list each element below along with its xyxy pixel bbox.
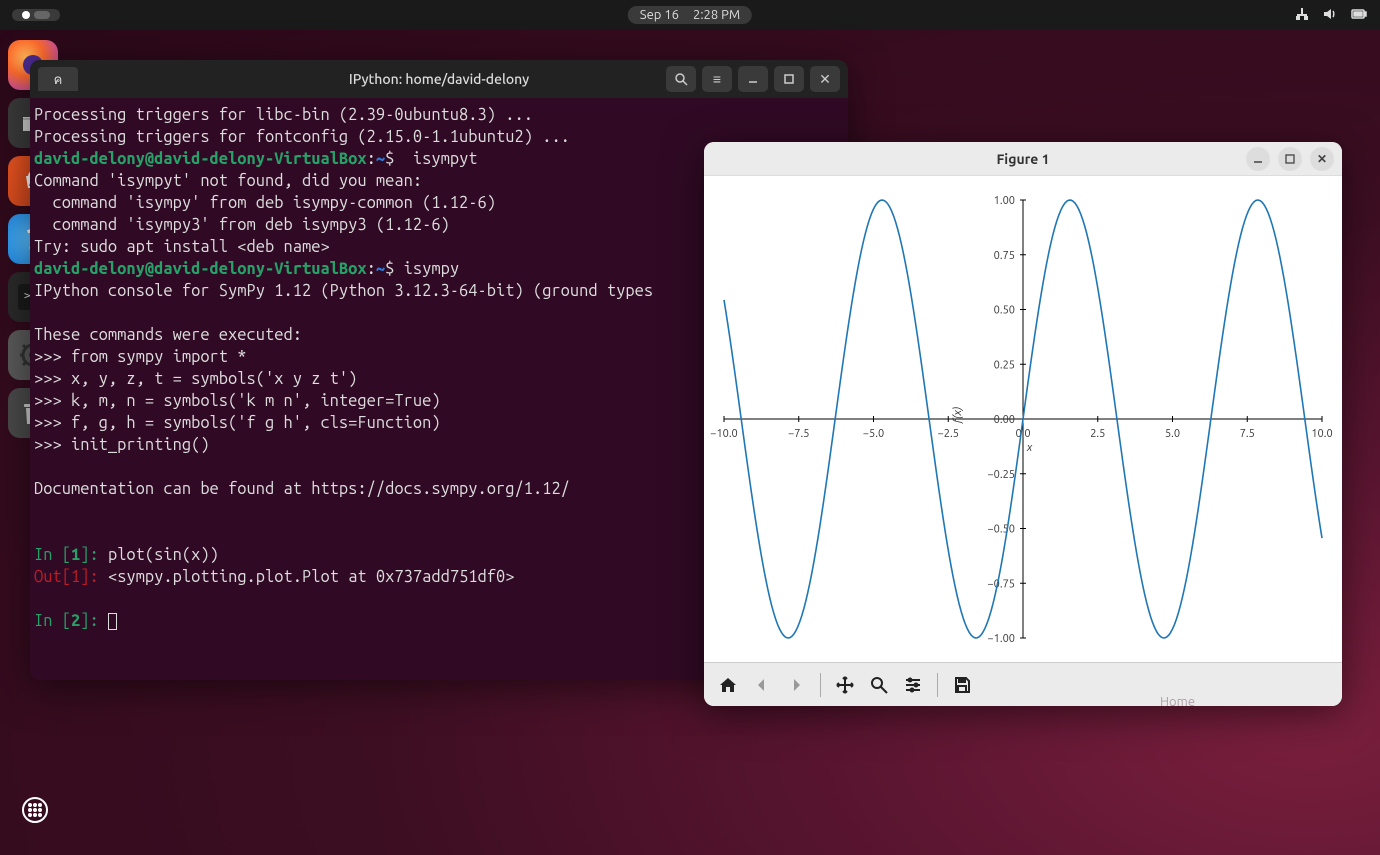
svg-text:−0.25: −0.25 — [987, 469, 1015, 481]
forward-icon[interactable] — [782, 671, 810, 699]
svg-text:−7.5: −7.5 — [788, 428, 809, 440]
terminal-close-button[interactable]: ✕ — [810, 66, 840, 92]
svg-text:5.0: 5.0 — [1165, 428, 1180, 440]
svg-text:−0.75: −0.75 — [987, 579, 1015, 591]
svg-text:−5.0: −5.0 — [863, 428, 884, 440]
svg-text:0.00: 0.00 — [994, 414, 1015, 426]
figure-minimize-button[interactable] — [1246, 147, 1270, 171]
zoom-icon[interactable] — [865, 671, 893, 699]
terminal-tab-stub[interactable]: ค — [38, 67, 78, 91]
save-icon[interactable] — [948, 671, 976, 699]
battery-icon[interactable] — [1350, 6, 1368, 25]
time-label: 2:28 PM — [693, 8, 740, 22]
volume-icon[interactable] — [1322, 6, 1338, 25]
figure-close-button[interactable]: ✕ — [1310, 147, 1334, 171]
clock-pill[interactable]: Sep 16 2:28 PM — [628, 6, 752, 24]
svg-text:0.0: 0.0 — [1015, 428, 1030, 440]
svg-text:0.25: 0.25 — [994, 360, 1015, 372]
svg-text:10.0: 10.0 — [1311, 428, 1332, 440]
terminal-titlebar[interactable]: ค IPython: home/david-delony ≡ ✕ — [30, 60, 848, 98]
svg-text:−1.00: −1.00 — [987, 633, 1015, 645]
desktop-home-label: Home — [1160, 695, 1195, 709]
svg-text:0.75: 0.75 — [994, 250, 1015, 262]
sin-plot: −10.0 −7.5 −5.0 −2.5 0.0 2.5 5.0 7.5 10.0 1.00 0.7… — [704, 176, 1342, 662]
terminal-title: IPython: home/david-delony — [349, 71, 529, 87]
svg-text:0.50: 0.50 — [994, 305, 1015, 317]
figure-title: Figure 1 — [996, 151, 1049, 167]
configure-icon[interactable] — [899, 671, 927, 699]
figure-plot-area: −10.0 −7.5 −5.0 −2.5 0.0 2.5 5.0 7.5 10.0 1.00 0.7… — [704, 176, 1342, 662]
terminal-menu-button[interactable]: ≡ — [702, 66, 732, 92]
terminal-cursor — [108, 613, 117, 630]
svg-text:1.00: 1.00 — [994, 195, 1015, 207]
figure-maximize-button[interactable] — [1278, 147, 1302, 171]
home-icon[interactable] — [714, 671, 742, 699]
svg-text:−2.5: −2.5 — [938, 428, 959, 440]
svg-text:−10.0: −10.0 — [710, 428, 738, 440]
svg-text:7.5: 7.5 — [1240, 428, 1255, 440]
figure-window: Figure 1 ✕ −10.0 −7.5 −5.0 −2.5 0.0 2.5 5.0 7.5… — [704, 142, 1342, 706]
dock-show-apps[interactable] — [10, 785, 60, 835]
svg-text:f(x): f(x) — [952, 407, 964, 424]
pan-icon[interactable] — [831, 671, 859, 699]
top-bar: Sep 16 2:28 PM — [0, 0, 1380, 30]
network-icon[interactable] — [1294, 6, 1310, 25]
terminal-maximize-button[interactable] — [774, 66, 804, 92]
date-label: Sep 16 — [640, 8, 679, 22]
toolbar-separator — [937, 673, 938, 697]
toolbar-separator — [820, 673, 821, 697]
figure-titlebar[interactable]: Figure 1 ✕ — [704, 142, 1342, 176]
figure-toolbar — [704, 662, 1342, 706]
back-icon[interactable] — [748, 671, 776, 699]
terminal-search-button[interactable] — [666, 66, 696, 92]
activities-indicator[interactable] — [12, 9, 60, 21]
svg-text:−0.50: −0.50 — [987, 524, 1015, 536]
svg-text:x: x — [1026, 442, 1033, 454]
svg-text:2.5: 2.5 — [1090, 428, 1105, 440]
terminal-minimize-button[interactable] — [738, 66, 768, 92]
